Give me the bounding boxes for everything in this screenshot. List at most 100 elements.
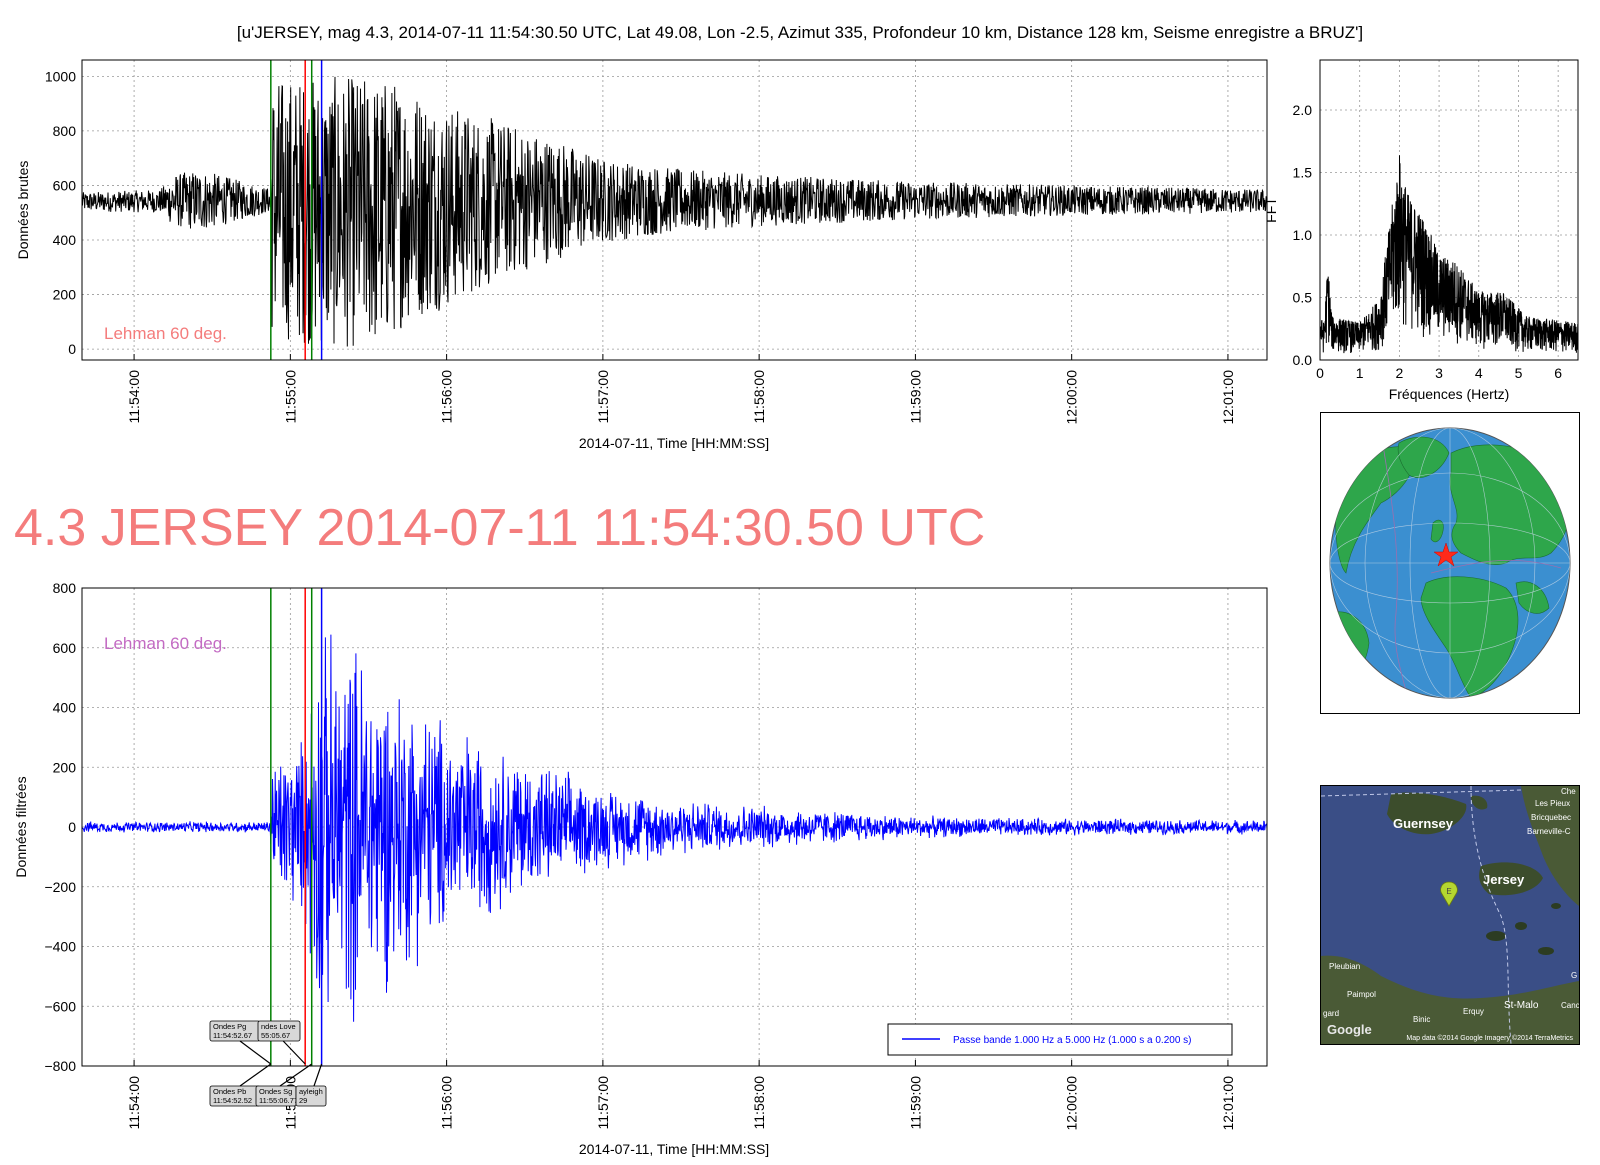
map-attribution: Map data ©2014 Google Imagery ©2014 Terr… — [1406, 1034, 1573, 1042]
fft-y-tick-label: 0.5 — [1293, 290, 1313, 306]
arabia-shape — [1515, 581, 1550, 614]
phase-label-arrow — [313, 1063, 323, 1087]
filtered-legend: Passe bande 1.000 Hz a 5.000 Hz (1.000 s… — [887, 1023, 1233, 1056]
phase-label-time: 11:55:06.77 — [259, 1096, 298, 1105]
phase-label-time: 11:54:52.52 — [213, 1096, 252, 1105]
filtered-y-tick-label: −600 — [44, 998, 76, 1014]
phase-label-arrow — [279, 1063, 313, 1087]
phase-label-name: ndes Love — [261, 1022, 296, 1031]
filtered-phase-markers — [270, 588, 323, 1066]
raw-x-tick-label: 12:01:00 — [1220, 370, 1236, 425]
figure-title: [u'JERSEY, mag 4.3, 2014-07-11 11:54:30.… — [237, 23, 1363, 42]
map-label-pleubian: Pleubian — [1329, 962, 1360, 971]
raw-y-axis-label: Données brutes — [15, 161, 31, 260]
raw-plot-frame — [81, 59, 1268, 361]
map-label-binic: Binic — [1413, 1015, 1430, 1024]
map-label-paimpol: Paimpol — [1347, 990, 1376, 999]
fft-y-axis-label: FFT — [1263, 197, 1279, 223]
map-label-g: G — [1571, 971, 1577, 980]
fft-plot: 0.0 0.5 1.0 1.5 2.0 0 1 2 3 4 5 6 FFT Fréquences (… — [1263, 59, 1579, 402]
raw-x-tick-label: 11:54:00 — [126, 370, 142, 424]
raw-trace-line — [81, 76, 1268, 347]
fft-x-tick-label: 3 — [1435, 365, 1443, 381]
filtered-y-axis-ticks: 800 600 400 200 0 −200 −400 −600 −800 — [44, 580, 76, 1074]
fft-y-tick-label: 0.0 — [1293, 352, 1313, 368]
phase-label-name: ayleigh — [299, 1087, 323, 1096]
map-label-che: Che — [1561, 787, 1576, 796]
filtered-data-plot: 800 600 400 200 0 −200 −400 −600 −800 11:54:00 11… — [13, 580, 1268, 1157]
raw-x-tick-label: 11:55:00 — [282, 370, 298, 424]
google-logo: Google — [1327, 1022, 1372, 1037]
map-label-les-pieux: Les Pieux — [1535, 799, 1570, 808]
filtered-y-tick-label: −400 — [44, 939, 76, 955]
map-label-bricquebec: Bricquebec — [1531, 813, 1571, 822]
filtered-x-tick-label: 12:01:00 — [1220, 1076, 1236, 1131]
map-label-guernsey: Guernsey — [1393, 816, 1454, 831]
britain-shape — [1430, 519, 1444, 543]
event-big-title: 4.3 JERSEY 2014-07-11 11:54:30.50 UTC — [14, 499, 985, 557]
legend-box — [887, 1023, 1233, 1056]
raw-y-axis-ticks: 0 200 400 600 800 1000 — [45, 68, 76, 357]
filtered-y-tick-label: 0 — [68, 819, 76, 835]
raw-x-tick-label: 11:56:00 — [439, 370, 455, 424]
filtered-x-tick-label: 11:54:00 — [126, 1076, 142, 1130]
maritime-boundary-top — [1321, 789, 1522, 797]
filtered-y-axis-label: Données filtrées — [13, 776, 29, 877]
map-label-canc: Canc — [1561, 1001, 1579, 1010]
fft-x-tick-label: 6 — [1554, 365, 1562, 381]
raw-data-plot: 0 200 400 600 800 1000 11:54:00 11:55:00 11:56:… — [15, 59, 1268, 451]
raw-y-tick-label: 400 — [53, 232, 77, 248]
raw-phase-markers — [270, 60, 323, 360]
regional-map-svg: E Guernsey Jersey St-Malo Erquy Binic Pa… — [1321, 786, 1579, 1044]
epicenter-star-icon — [1433, 542, 1459, 567]
map-label-jersey: Jersey — [1483, 872, 1525, 887]
filtered-lehman-annotation: Lehman 60 deg. — [104, 634, 227, 653]
fft-y-tick-label: 1.5 — [1293, 165, 1313, 181]
phase-label-arrow — [239, 1063, 272, 1087]
fft-x-tick-label: 1 — [1356, 365, 1364, 381]
raw-x-tick-label: 12:00:00 — [1064, 370, 1080, 425]
fft-plot-frame — [1319, 59, 1579, 361]
phase-label-arrow — [282, 1040, 306, 1065]
fft-x-axis-ticks: 0 1 2 3 4 5 6 — [1316, 365, 1562, 381]
sark-land — [1471, 795, 1488, 810]
fft-y-tick-label: 2.0 — [1293, 102, 1313, 118]
filtered-x-tick-label: 11:59:00 — [907, 1076, 923, 1130]
minquiers-islets — [1486, 903, 1561, 955]
map-label-barneville: Barneville-C — [1527, 827, 1571, 836]
filtered-trace-line — [81, 634, 1268, 1022]
fft-x-axis-label: Fréquences (Hertz) — [1389, 386, 1510, 402]
map-pin-letter: E — [1446, 887, 1451, 896]
greenland-shape — [1397, 436, 1450, 479]
maritime-boundary-vertical — [1470, 786, 1512, 1044]
raw-y-tick-label: 1000 — [45, 68, 76, 84]
phase-label-time: 55:05.67 — [261, 1031, 290, 1040]
raw-x-tick-label: 11:59:00 — [907, 370, 923, 424]
filtered-x-tick-label: 12:00:00 — [1064, 1076, 1080, 1131]
raw-lehman-annotation: Lehman 60 deg. — [104, 324, 227, 343]
phase-label-name: Ondes Sg — [259, 1087, 292, 1096]
filtered-y-tick-label: −200 — [44, 879, 76, 895]
raw-y-tick-label: 0 — [68, 341, 76, 357]
globe-location-panel — [1320, 412, 1580, 714]
fft-x-tick-label: 0 — [1316, 365, 1324, 381]
filtered-x-tick-label: 11:58:00 — [751, 1076, 767, 1130]
phase-label-name: Ondes Pb — [213, 1087, 246, 1096]
map-label-st-malo: St-Malo — [1504, 1000, 1539, 1011]
filtered-y-tick-label: 200 — [53, 759, 77, 775]
phase-label-arrow — [239, 1040, 272, 1065]
filtered-x-tick-label: 11:56:00 — [439, 1076, 455, 1130]
plate-boundaries — [1380, 432, 1562, 698]
raw-y-tick-label: 200 — [53, 287, 77, 303]
guernsey-land — [1387, 792, 1467, 835]
filtered-y-tick-label: −800 — [44, 1058, 76, 1074]
raw-x-tick-label: 11:57:00 — [595, 370, 611, 424]
regional-map-panel: E Guernsey Jersey St-Malo Erquy Binic Pa… — [1320, 785, 1580, 1045]
fft-x-tick-label: 4 — [1475, 365, 1483, 381]
phase-label-time: 29 — [299, 1096, 307, 1105]
